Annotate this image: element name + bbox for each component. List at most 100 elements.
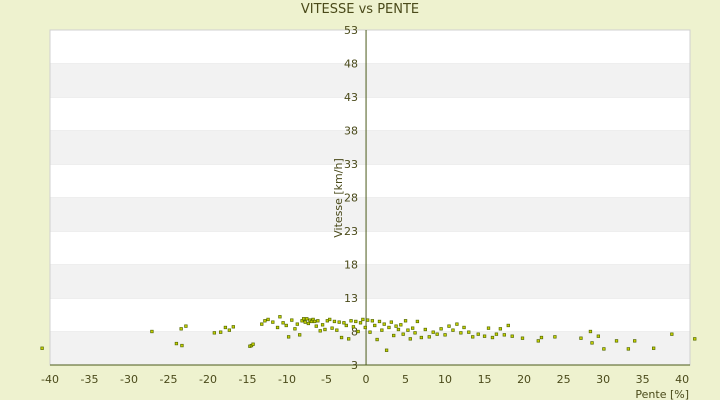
data-point [439,327,443,331]
data-point [179,327,183,331]
data-point [579,336,583,340]
data-point [298,333,302,337]
data-point [335,328,339,332]
data-point [303,320,307,324]
data-point [323,327,327,332]
y-tick-label: 48 [344,58,358,71]
data-point [305,317,309,321]
x-tick-label: -35 [81,373,99,386]
x-tick-label: -15 [239,373,257,386]
data-point [435,332,439,336]
data-point [401,332,405,336]
data-point [471,335,475,339]
x-tick-label: -25 [160,373,178,386]
data-point [320,323,325,327]
data-point [174,341,179,346]
data-point [396,327,401,332]
data-point [411,326,415,330]
data-point [486,326,491,330]
data-point [150,329,154,334]
data-point [351,325,356,329]
y-tick-label: 28 [344,192,358,205]
data-point [301,317,306,321]
data-point [212,331,216,335]
data-point [392,333,396,338]
data-point [318,329,322,333]
data-point [506,323,510,328]
data-point [408,337,412,341]
data-point [337,320,341,324]
data-point [356,329,360,334]
data-point [223,325,228,330]
data-point [354,319,358,324]
data-point [349,319,353,323]
y-tick-label: 33 [344,158,358,171]
data-point [693,337,697,341]
grid-band [50,97,690,131]
data-point [328,317,332,322]
data-point [180,343,184,348]
data-point [382,322,386,326]
data-point [314,324,318,328]
data-point [447,324,451,328]
data-point [451,328,455,332]
x-tick-label: 10 [438,373,452,386]
data-point [482,334,487,338]
y-tick-label: 8 [351,326,358,339]
data-point [459,331,463,335]
y-tick-label: 38 [344,125,358,138]
data-point [490,335,495,340]
data-point [286,335,291,339]
data-point [313,319,317,324]
data-point [251,342,255,346]
x-tick-label: 25 [557,373,571,386]
data-point [260,322,264,326]
data-point [184,324,188,328]
x-tick-label: 0 [363,373,370,386]
data-point [652,346,656,350]
data-point [377,319,382,324]
data-point [633,339,637,343]
data-point [332,319,337,324]
data-point [227,328,232,332]
data-point [370,319,375,323]
data-point [536,339,540,343]
x-tick-label: 5 [402,373,409,386]
x-tick-label: -5 [321,373,332,386]
data-point [271,320,275,324]
data-point [602,347,606,351]
grid-band [50,331,690,365]
data-point [510,334,514,338]
data-point [502,333,506,337]
data-point [413,331,417,335]
x-tick-label: -40 [41,373,59,386]
data-point [375,337,379,342]
data-point [494,332,499,336]
x-tick-label: -20 [199,373,217,386]
grid-band [50,164,690,198]
data-point [275,325,280,330]
data-point [403,319,408,323]
data-point [368,330,372,334]
data-point [358,321,363,325]
x-tick-label: -10 [278,373,296,386]
x-tick-label: 30 [596,373,610,386]
data-point [520,336,525,340]
y-tick-label: 23 [344,225,358,238]
data-point [339,335,344,340]
data-point [467,330,471,334]
axes [50,30,690,366]
data-point [344,323,348,328]
data-point [389,320,393,324]
data-point [596,334,600,338]
data-point [266,317,270,322]
data-point [626,347,631,351]
data-point [384,348,389,352]
data-point [373,323,377,328]
data-points [40,315,697,352]
data-point [443,333,447,337]
y-tick-label: 13 [344,292,358,305]
grid-band [50,30,690,64]
data-point [284,323,288,328]
